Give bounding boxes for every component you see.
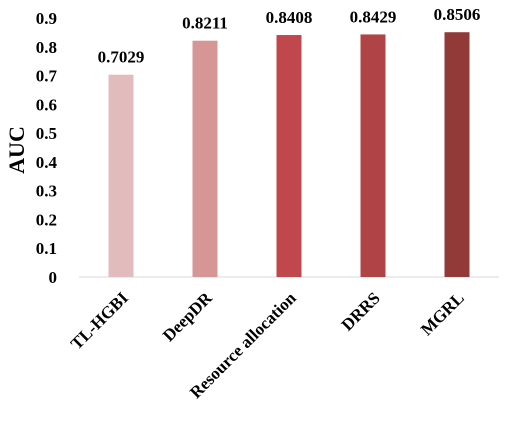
data-labels: 0.7029 0.8211 0.8408 0.8429 0.8506 [98,5,481,67]
y-tick-label: 0.7 [36,67,58,86]
data-label: 0.8211 [182,14,228,33]
y-tick-label: 0.4 [36,153,58,172]
y-tick-label: 0.2 [36,210,57,229]
y-tick-labels: 0 0.1 0.2 0.3 0.4 0.5 0.6 0.7 0.8 0.9 [36,9,58,287]
bar [276,35,302,278]
y-tick-label: 0.1 [36,239,57,258]
bars [108,32,470,278]
data-label: 0.7029 [98,48,145,67]
y-axis-label: AUC [4,126,29,174]
x-tick-label: TL-HGBI [67,288,132,353]
x-tick-label: DeepDR [159,288,216,345]
y-tick-label: 0 [49,268,58,287]
bar [192,40,218,278]
y-tick-label: 0.6 [36,95,57,114]
bar [108,74,134,277]
y-tick-label: 0.8 [36,38,57,57]
data-label: 0.8408 [266,8,313,27]
x-tick-label: DRRS [338,288,384,334]
y-tick-label: 0.9 [36,9,57,28]
data-label: 0.8506 [434,5,481,24]
bar [444,32,470,278]
bar [360,34,386,277]
y-tick-label: 0.3 [36,182,57,201]
x-tick-label: MGRL [417,288,468,339]
data-label: 0.8429 [350,7,397,26]
y-tick-label: 0.5 [36,124,57,143]
